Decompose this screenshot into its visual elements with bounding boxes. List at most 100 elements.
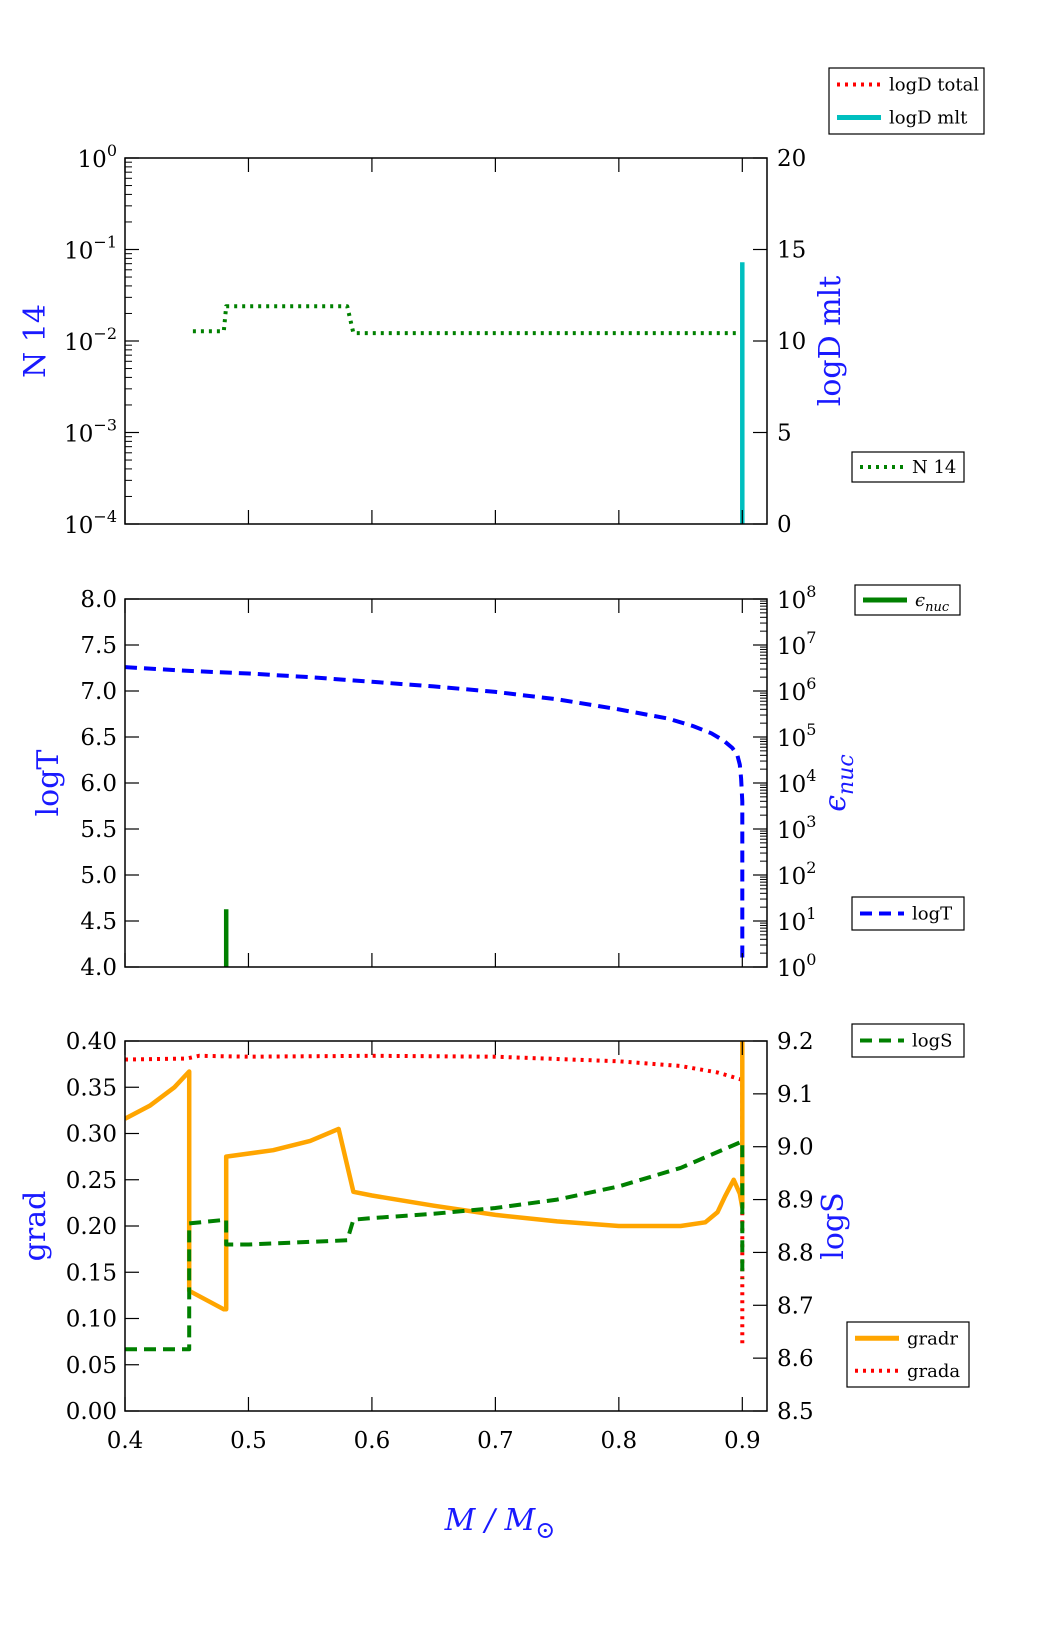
right-axis-tick-label-base: 10: [777, 910, 806, 936]
right-axis-tick-label: 20: [777, 146, 806, 172]
left-axis-tick-label-exp: −4: [93, 507, 117, 526]
series-line-logt: [125, 665, 745, 958]
right-axis-tick-label: 8.7: [777, 1293, 814, 1319]
right-axis-tick-label: 8.8: [777, 1240, 814, 1266]
left-axis-tick-label: 6.5: [80, 725, 117, 751]
right-axis-title-sub: nuc: [834, 754, 859, 795]
right-axis-tick-label-base: 10: [777, 818, 806, 844]
left-axis-tick-label-base: 10: [78, 147, 107, 173]
right-axis-tick-label: 0: [777, 512, 792, 538]
left-axis-tick-label: 0.30: [66, 1122, 117, 1148]
left-axis-tick-label-exp: −3: [93, 416, 117, 435]
right-axis-tick-label-exp: 0: [806, 950, 816, 969]
right-axis-tick-label-exp: 3: [806, 812, 816, 831]
x-tick-label: 0.7: [477, 1428, 514, 1454]
series-line-n-14: [192, 304, 743, 336]
legend-label: logD mlt: [889, 108, 968, 129]
right-axis-tick-label-base: 10: [777, 772, 806, 798]
left-axis-tick-label: 0.00: [66, 1399, 117, 1425]
right-axis-tick-label-exp: 8: [806, 582, 816, 601]
left-axis-tick-label: 0.25: [66, 1168, 117, 1194]
left-axis-tick-label: 8.0: [80, 587, 117, 613]
left-axis-title: grad: [18, 1191, 53, 1262]
legend-label: grada: [907, 1361, 960, 1382]
left-axis-tick-label: 6.0: [80, 771, 117, 797]
series-line-logs: [125, 1139, 745, 1352]
right-axis-title: ϵnuc: [818, 754, 859, 811]
legend-label-main: ϵ: [915, 590, 925, 611]
left-axis-tick-label-base: 10: [64, 239, 93, 265]
right-axis-title-main: ϵ: [818, 795, 853, 812]
right-axis-tick-label-exp: 1: [806, 904, 816, 923]
left-axis-tick-label-exp: 0: [107, 141, 117, 160]
right-axis-tick-label: 106: [777, 674, 816, 706]
left-axis-title: logT: [31, 750, 66, 817]
left-axis-tick-label: 0.40: [66, 1029, 117, 1055]
panel-middle: 4.04.55.05.56.06.57.07.58.01001011021031…: [31, 582, 965, 982]
left-axis-tick-label: 4.5: [80, 909, 117, 935]
left-axis-tick-label-base: 10: [64, 330, 93, 356]
x-tick-label: 0.4: [107, 1428, 144, 1454]
left-axis-tick-label: 10−4: [64, 507, 117, 539]
right-axis-tick-label: 100: [777, 950, 816, 982]
right-axis-tick-label-exp: 5: [806, 720, 816, 739]
right-axis-tick-label: 108: [777, 582, 816, 614]
legend-label-sub: nuc: [925, 600, 950, 615]
legend-box: [846, 1321, 970, 1388]
left-axis-tick-label: 0.20: [66, 1214, 117, 1240]
legend-box: [828, 67, 985, 135]
right-axis-tick-label-base: 10: [777, 956, 806, 982]
right-axis-tick-label: 8.9: [777, 1188, 814, 1214]
right-axis-tick-label: 15: [777, 238, 806, 264]
left-axis-tick-label-base: 10: [64, 513, 93, 539]
right-axis-tick-label-base: 10: [777, 588, 806, 614]
right-axis-tick-label: 9.1: [777, 1082, 814, 1108]
legend-top-bottom: logS: [851, 1023, 965, 1058]
left-axis-tick-label: 5.0: [80, 863, 117, 889]
right-axis-tick-label: 105: [777, 720, 816, 752]
legend-label: logD total: [889, 75, 979, 96]
right-axis-tick-label: 103: [777, 812, 816, 844]
right-axis-title: logS: [816, 1192, 851, 1259]
right-axis-tick-label-exp: 7: [806, 628, 816, 647]
left-axis-tick-label: 10−1: [64, 233, 117, 265]
right-axis-tick-label: 10: [777, 329, 806, 355]
legend-label: gradr: [907, 1328, 958, 1349]
left-axis-tick-label: 10−3: [64, 416, 117, 448]
legend-top-middle: ϵnuc: [854, 584, 961, 616]
x-axis-title-main: M / M: [444, 1503, 537, 1538]
right-axis-tick-label-base: 10: [777, 680, 806, 706]
series-group-bottom: [125, 1041, 745, 1352]
right-axis-tick-label: 102: [777, 858, 816, 890]
left-axis-tick-label-exp: −1: [93, 233, 117, 252]
left-axis-tick-label: 0.05: [66, 1353, 117, 1379]
right-axis-tick-label: 9.0: [777, 1135, 814, 1161]
legend-label: logS: [912, 1031, 952, 1052]
right-axis-tick-label: 8.5: [777, 1399, 814, 1425]
right-axis-tick-label-exp: 6: [806, 674, 816, 693]
x-tick-label: 0.6: [354, 1428, 391, 1454]
right-axis-tick-label: 8.6: [777, 1346, 814, 1372]
legend-bottom-top: N 14: [851, 451, 965, 483]
panel-bottom: 0.4 0.5 0.6 0.7 0.8 0.9 0.00 0.05 0.10 0.15 0.20 0.…: [18, 1023, 970, 1544]
left-axis-tick-label-base: 10: [64, 422, 93, 448]
left-axis-tick-label-exp: −2: [93, 324, 117, 343]
left-axis-tick-label: 100: [78, 141, 117, 173]
series-group-top: [192, 262, 745, 524]
left-axis-tick-label: 5.5: [80, 817, 117, 843]
right-axis-tick-label-base: 10: [777, 864, 806, 890]
right-axis-tick-label: 107: [777, 628, 816, 660]
right-axis-tick-label: 9.2: [777, 1029, 814, 1055]
legend-label: logT: [912, 904, 952, 925]
right-axis-title: logD mlt: [813, 276, 848, 407]
x-axis-title: M / M⊙: [444, 1503, 556, 1544]
legend-bottom-bottom: gradr grada: [846, 1321, 970, 1388]
right-axis-tick-label: 104: [777, 766, 816, 798]
legend-bottom-middle: logT: [851, 896, 965, 931]
right-axis-tick-label-exp: 4: [806, 766, 816, 785]
legend-top-top: logD total logD mlt: [828, 67, 985, 135]
